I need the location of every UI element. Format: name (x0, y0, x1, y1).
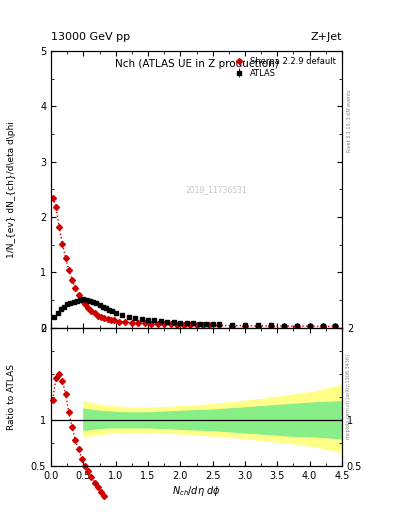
Sherpa 2.2.9 default (175, 322, 180, 328)
X-axis label: $N_{ch}/d\eta\ d\phi$: $N_{ch}/d\eta\ d\phi$ (172, 483, 221, 498)
Sherpa 2.2.9 default (294, 323, 299, 329)
Sherpa 2.2.9 default (162, 321, 167, 327)
Sherpa 2.2.9 default (149, 321, 154, 327)
Sherpa 2.2.9 default (130, 319, 134, 326)
Sherpa 2.2.9 default (207, 322, 212, 328)
Line: Sherpa 2.2.9 default: Sherpa 2.2.9 default (51, 196, 338, 328)
Sherpa 2.2.9 default (168, 322, 173, 328)
Sherpa 2.2.9 default (255, 323, 260, 329)
Sherpa 2.2.9 default (181, 322, 186, 328)
Text: Rivet 3.1.10, 3.6M events: Rivet 3.1.10, 3.6M events (346, 89, 351, 152)
Sherpa 2.2.9 default (53, 204, 58, 210)
Sherpa 2.2.9 default (63, 255, 68, 261)
Sherpa 2.2.9 default (60, 241, 65, 247)
Text: Nch (ATLAS UE in Z production): Nch (ATLAS UE in Z production) (115, 59, 278, 70)
Y-axis label: 1/N_{ev} dN_{ch}/d\eta d\phi: 1/N_{ev} dN_{ch}/d\eta d\phi (7, 121, 16, 258)
Sherpa 2.2.9 default (200, 322, 205, 328)
Sherpa 2.2.9 default (95, 312, 100, 318)
Sherpa 2.2.9 default (117, 318, 121, 325)
Sherpa 2.2.9 default (57, 224, 62, 230)
Sherpa 2.2.9 default (102, 315, 107, 322)
Sherpa 2.2.9 default (155, 321, 160, 327)
Sherpa 2.2.9 default (136, 320, 141, 326)
Text: mcplots.cern.ch [arXiv:1306.3436]: mcplots.cern.ch [arXiv:1306.3436] (346, 354, 351, 439)
Sherpa 2.2.9 default (108, 317, 113, 323)
Sherpa 2.2.9 default (70, 276, 74, 283)
Sherpa 2.2.9 default (217, 323, 222, 329)
Sherpa 2.2.9 default (112, 317, 116, 324)
Sherpa 2.2.9 default (105, 316, 110, 323)
Sherpa 2.2.9 default (123, 319, 128, 325)
Sherpa 2.2.9 default (86, 305, 91, 311)
Sherpa 2.2.9 default (79, 297, 84, 303)
Sherpa 2.2.9 default (142, 320, 147, 326)
Sherpa 2.2.9 default (268, 323, 273, 329)
Sherpa 2.2.9 default (230, 323, 234, 329)
Sherpa 2.2.9 default (66, 267, 71, 273)
Sherpa 2.2.9 default (242, 323, 247, 329)
Sherpa 2.2.9 default (99, 314, 103, 320)
Sherpa 2.2.9 default (73, 285, 78, 291)
Text: 13000 GeV pp: 13000 GeV pp (51, 32, 130, 42)
Sherpa 2.2.9 default (83, 302, 87, 308)
Sherpa 2.2.9 default (333, 323, 338, 329)
Sherpa 2.2.9 default (281, 323, 286, 329)
Sherpa 2.2.9 default (320, 323, 325, 329)
Sherpa 2.2.9 default (188, 322, 193, 328)
Text: 2019_11736531: 2019_11736531 (186, 185, 248, 194)
Text: Z+Jet: Z+Jet (310, 32, 342, 42)
Sherpa 2.2.9 default (89, 308, 94, 314)
Sherpa 2.2.9 default (76, 291, 81, 297)
Sherpa 2.2.9 default (92, 310, 97, 316)
Sherpa 2.2.9 default (307, 323, 312, 329)
Legend: Sherpa 2.2.9 default, ATLAS: Sherpa 2.2.9 default, ATLAS (230, 55, 338, 79)
Sherpa 2.2.9 default (194, 322, 199, 328)
Sherpa 2.2.9 default (50, 195, 55, 201)
Y-axis label: Ratio to ATLAS: Ratio to ATLAS (7, 364, 16, 430)
